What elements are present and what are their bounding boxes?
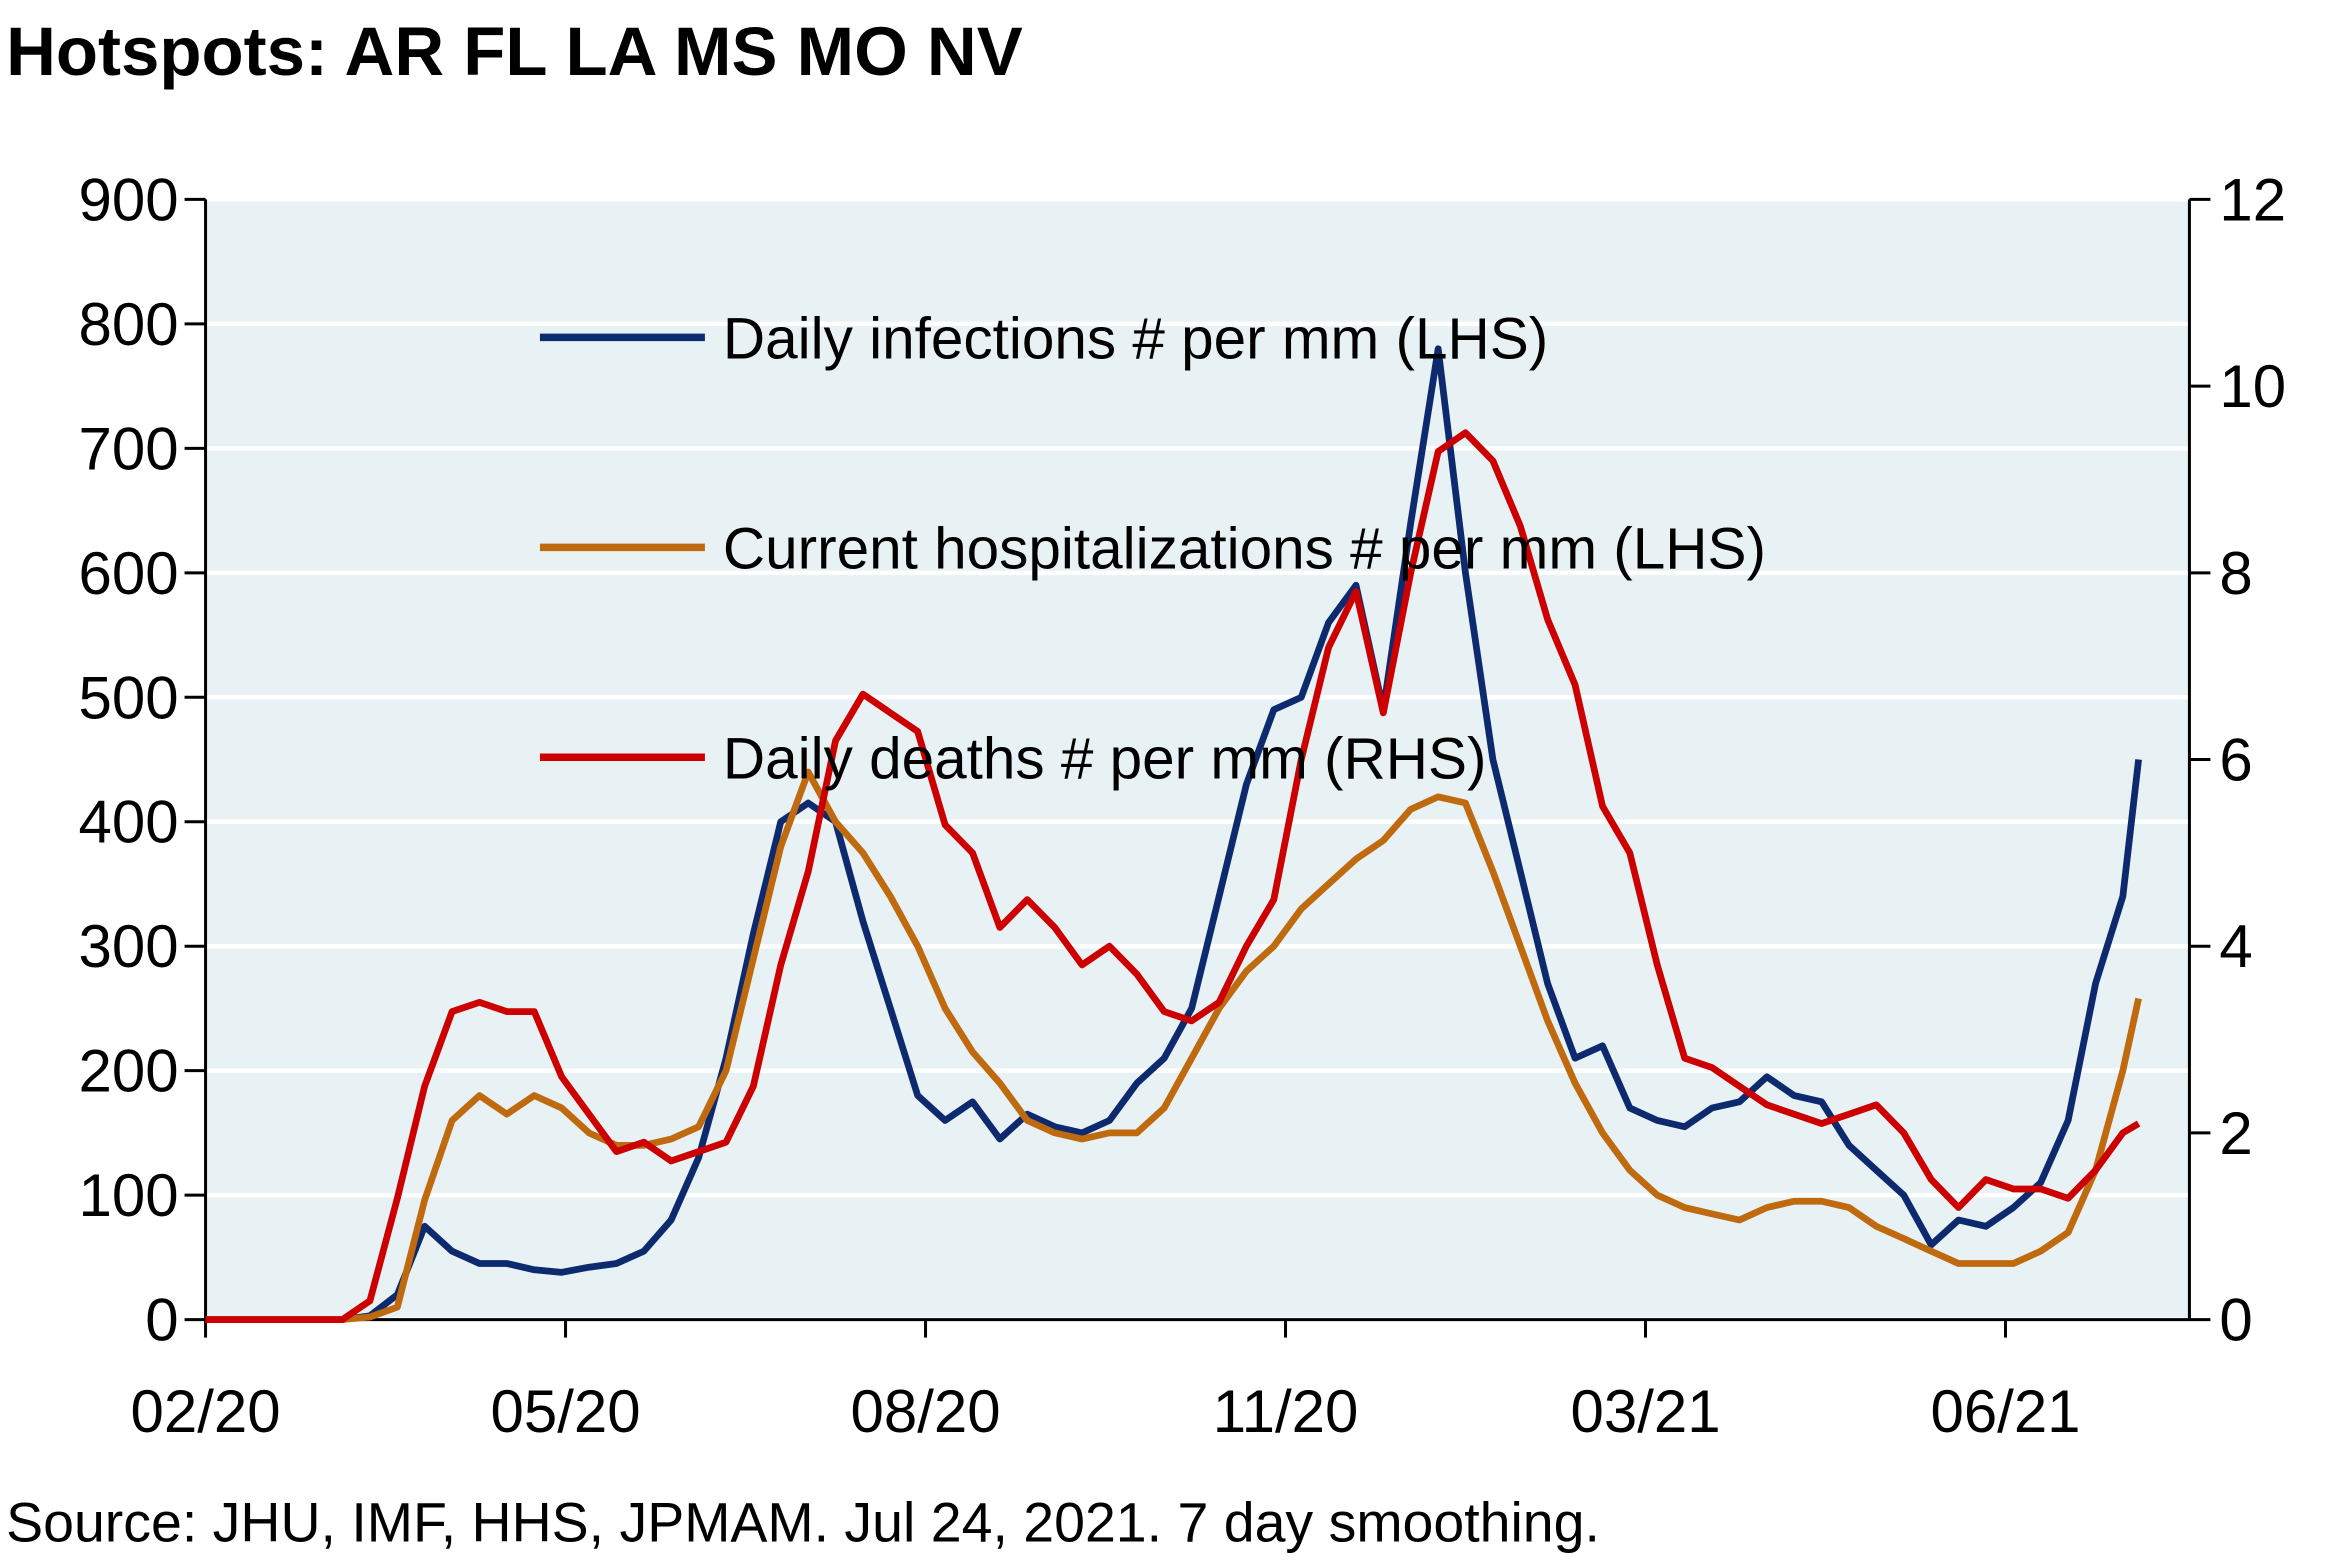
y-tick-label: 100	[79, 1162, 179, 1229]
x-tick-label: 06/21	[1930, 1378, 2080, 1445]
y2-tick-label: 0	[2219, 1287, 2252, 1354]
x-tick-label: 05/20	[491, 1378, 641, 1445]
y-tick-label: 0	[145, 1287, 178, 1354]
y2-tick-label: 12	[2219, 166, 2286, 233]
y-tick-label: 300	[79, 913, 179, 980]
y-tick-label: 400	[79, 789, 179, 856]
series-line	[205, 768, 2142, 1323]
y-tick-label: 700	[79, 415, 179, 482]
y2-tick-label: 10	[2219, 353, 2286, 420]
y2-tick-label: 8	[2219, 540, 2252, 607]
series-line	[205, 429, 2141, 1323]
y2-tick-label: 2	[2219, 1100, 2252, 1167]
y-tick-label: 900	[79, 166, 179, 233]
y2-tick-label: 4	[2219, 913, 2252, 980]
legend-label: Daily deaths # per mm (RHS)	[723, 726, 1487, 791]
y-tick-label: 200	[79, 1038, 179, 1105]
source-note: Source: JHU, IMF, HHS, JPMAM. Jul 24, 20…	[6, 1492, 1600, 1554]
x-tick-label: 02/20	[131, 1378, 281, 1445]
x-tick-label: 08/20	[851, 1378, 1001, 1445]
x-tick-label: 11/20	[1213, 1378, 1359, 1445]
y-tick-label: 800	[79, 291, 179, 358]
x-tick-label: 03/21	[1570, 1378, 1720, 1445]
y-tick-label: 600	[79, 540, 179, 607]
series-line	[205, 345, 2142, 1323]
plot-area	[205, 199, 2190, 1320]
legend-label: Current hospitalizations # per mm (LHS)	[723, 516, 1766, 581]
chart-title: Hotspots: AR FL LA MS MO NV	[6, 13, 1023, 90]
y2-tick-label: 6	[2219, 727, 2252, 794]
y-tick-label: 500	[79, 664, 179, 731]
legend-label: Daily infections # per mm (LHS)	[723, 306, 1548, 371]
